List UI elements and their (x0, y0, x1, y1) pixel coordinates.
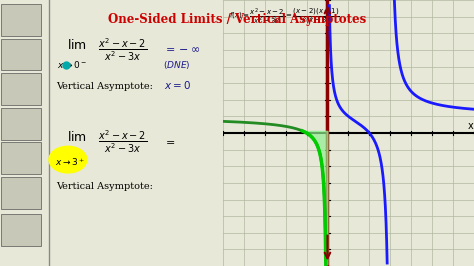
Text: x: x (468, 121, 474, 131)
Text: $x{\to}3^+$: $x{\to}3^+$ (55, 157, 85, 168)
Ellipse shape (49, 146, 87, 173)
Text: $(DNE)$: $(DNE)$ (163, 59, 190, 71)
FancyBboxPatch shape (1, 39, 41, 70)
FancyBboxPatch shape (1, 4, 41, 36)
Text: $=$: $=$ (163, 136, 175, 146)
Text: $\dfrac{x^2 - x - 2}{x^2 - 3x}$: $\dfrac{x^2 - x - 2}{x^2 - 3x}$ (98, 37, 147, 63)
Text: $\lim$: $\lim$ (67, 130, 87, 144)
Text: $x{\to}0^-$: $x{\to}0^-$ (57, 59, 87, 70)
FancyBboxPatch shape (1, 177, 41, 209)
Text: $\lim$: $\lim$ (67, 38, 87, 52)
FancyBboxPatch shape (1, 214, 41, 246)
Text: $x = 0$: $x = 0$ (164, 79, 191, 91)
Text: One-Sided Limits / Vertical Asymptotes: One-Sided Limits / Vertical Asymptotes (108, 13, 366, 26)
Text: $= -\infty$: $= -\infty$ (163, 44, 200, 54)
Text: $\dfrac{x^2 - x - 2}{x^2 - 3x}$: $\dfrac{x^2 - x - 2}{x^2 - 3x}$ (98, 128, 147, 155)
FancyBboxPatch shape (1, 142, 41, 174)
FancyBboxPatch shape (1, 73, 41, 105)
Text: $f(x)=\dfrac{x^2-x-2}{x^2-3x}=\dfrac{(x-2)(x+1)}{x(x-3)}$: $f(x)=\dfrac{x^2-x-2}{x^2-3x}=\dfrac{(x-… (229, 7, 340, 26)
FancyBboxPatch shape (1, 108, 41, 140)
Text: Vertical Asymptote:: Vertical Asymptote: (56, 182, 153, 191)
Text: Vertical Asymptote:: Vertical Asymptote: (56, 82, 153, 91)
